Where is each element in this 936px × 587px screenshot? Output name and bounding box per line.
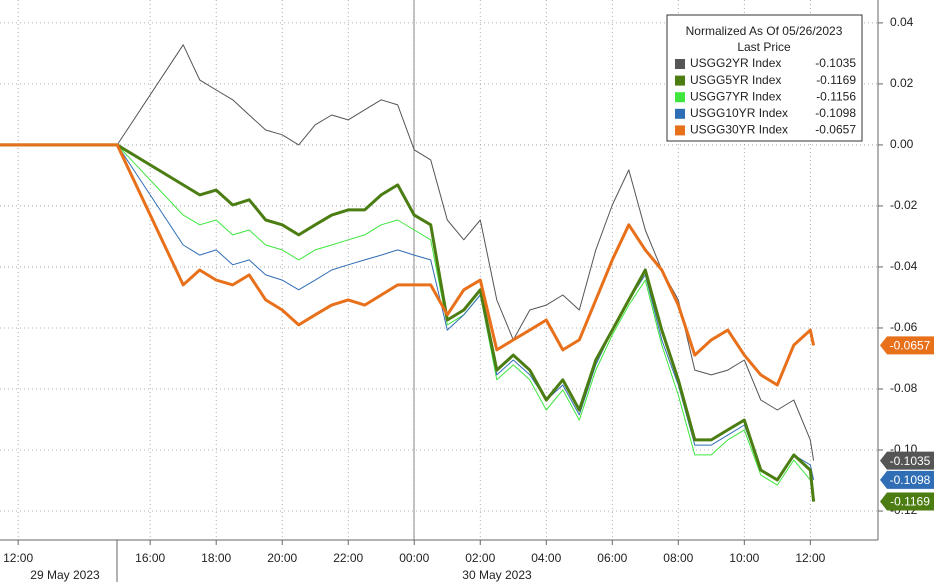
legend-box bbox=[666, 14, 863, 142]
legend-title: Normalized As Of 05/26/2023 bbox=[686, 24, 843, 38]
last-price-tag bbox=[880, 336, 934, 355]
legend-swatch bbox=[675, 125, 685, 136]
date-label: 29 May 2023 bbox=[30, 568, 100, 582]
legend-swatch bbox=[675, 108, 685, 119]
legend-swatch bbox=[675, 75, 685, 86]
series-line bbox=[0, 143, 816, 502]
legend-swatch bbox=[675, 92, 685, 103]
series-line bbox=[0, 144, 815, 498]
legend-rows: USGG2YR Index -0.1035 USGG5YR Index -0.1169… bbox=[675, 56, 856, 137]
y-tick-label: -0.08 bbox=[890, 381, 918, 395]
x-tick-label: 12:00 bbox=[795, 551, 825, 565]
last-price-label: -0.1035 bbox=[890, 454, 931, 468]
legend-swatch bbox=[675, 59, 685, 69]
x-tick-label: 10:00 bbox=[729, 551, 759, 565]
x-tick-label: 08:00 bbox=[663, 551, 693, 565]
x-tick-label: 00:00 bbox=[399, 551, 429, 565]
legend: Normalized As Of 05/26/2023 Last Price U… bbox=[666, 14, 863, 142]
x-tick-label: 06:00 bbox=[597, 551, 627, 565]
series-line bbox=[0, 44, 815, 461]
y-tick-label: 0.00 bbox=[890, 137, 914, 151]
x-tick-label: 04:00 bbox=[531, 551, 561, 565]
series-line bbox=[0, 143, 816, 387]
y-tick-label: -0.04 bbox=[890, 259, 918, 273]
x-tick-label: 22:00 bbox=[333, 551, 363, 565]
x-tick-label: 16:00 bbox=[135, 551, 165, 565]
legend-value: -0.1169 bbox=[816, 73, 856, 87]
legend-label: USGG5YR Index bbox=[690, 73, 781, 87]
legend-label: USGG30YR Index bbox=[690, 123, 788, 137]
legend-value: -0.1156 bbox=[816, 89, 856, 103]
x-tick-label: 12:00 bbox=[3, 551, 33, 565]
legend-label: USGG2YR Index bbox=[690, 56, 781, 70]
axes: 0.040.020.00-0.02-0.04-0.06-0.08-0.10-0.… bbox=[3, 15, 918, 582]
y-tick-label: 0.04 bbox=[890, 15, 914, 29]
last-price-tags: -0.1035 -0.1169 -0.1098 -0.0657 bbox=[880, 336, 934, 511]
x-tick-label: 02:00 bbox=[465, 551, 495, 565]
y-tick-label: -0.06 bbox=[890, 320, 918, 334]
x-tick-label: 18:00 bbox=[201, 551, 231, 565]
legend-subtitle: Last Price bbox=[737, 40, 791, 54]
y-tick-label: -0.02 bbox=[890, 198, 918, 212]
lines bbox=[0, 44, 816, 502]
last-price-tag bbox=[880, 492, 934, 511]
last-price-label: -0.1098 bbox=[890, 473, 931, 487]
legend-value: -0.0657 bbox=[815, 123, 856, 137]
last-price-label: -0.0657 bbox=[890, 339, 931, 353]
legend-label: USGG7YR Index bbox=[690, 89, 781, 103]
legend-label: USGG10YR Index bbox=[690, 106, 788, 120]
y-tick-label: 0.02 bbox=[890, 76, 914, 90]
date-label: 30 May 2023 bbox=[462, 568, 532, 582]
legend-value: -0.1098 bbox=[815, 106, 856, 120]
last-price-tag bbox=[880, 451, 934, 470]
last-price-tag bbox=[880, 470, 934, 489]
x-tick-label: 20:00 bbox=[267, 551, 297, 565]
last-price-label: -0.1169 bbox=[890, 495, 930, 509]
legend-value: -0.1035 bbox=[815, 56, 856, 70]
